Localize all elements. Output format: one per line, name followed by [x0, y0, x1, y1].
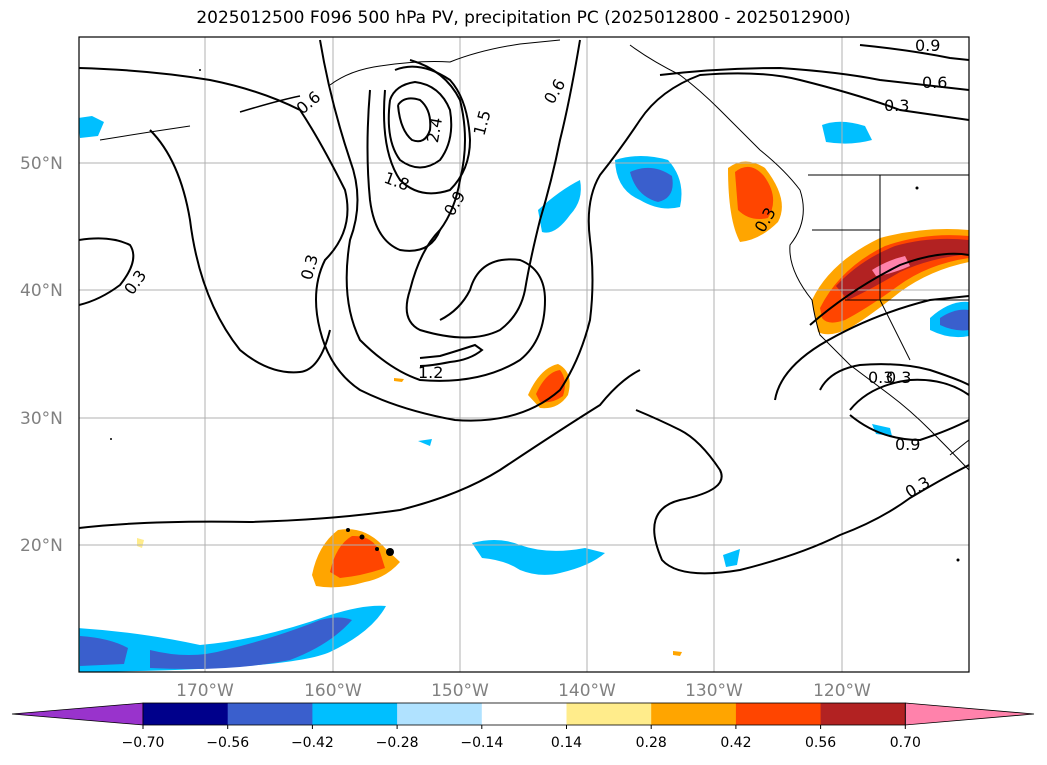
- contour-0.3-north: [149, 129, 331, 374]
- contour-label: 0.3: [120, 266, 150, 298]
- contour-1.5: [383, 65, 472, 195]
- contour-label: 0.9: [895, 435, 920, 454]
- lat-label: 40°N: [20, 281, 63, 301]
- shade-aleutian: [79, 116, 104, 138]
- colorbar-segment: [735, 703, 822, 725]
- contour-label: 1.2: [418, 363, 443, 382]
- colorbar-tick-label: 0.14: [551, 735, 582, 751]
- contour-label: 1.5: [470, 108, 495, 138]
- contour-label: 0.3: [886, 368, 911, 387]
- contour-0.6: [405, 39, 581, 339]
- contour-label: 0.9: [915, 36, 940, 55]
- shade-mid-small: [418, 439, 432, 446]
- positive-precip-shading: [137, 161, 969, 656]
- shade-subtropic-east: [472, 539, 605, 575]
- colorbar-tick-label: 0.28: [636, 735, 667, 751]
- contour-1.2-center: [419, 343, 484, 367]
- colorbar-tick-label: −0.70: [122, 735, 165, 751]
- shade-offshore-small: [723, 549, 740, 567]
- colorbar-tick-label: 0.56: [805, 735, 836, 751]
- contour-label: 2.4: [423, 116, 446, 144]
- shade-pnw-band-dark: [836, 238, 969, 300]
- shade-gulf-alaska: [822, 121, 872, 144]
- contour-1.2-left: [319, 39, 547, 382]
- colorbar-segment: [227, 703, 313, 725]
- contour-label: 0.6: [540, 76, 569, 108]
- shade-small-orange2: [394, 378, 404, 382]
- lon-label: 120°W: [813, 681, 871, 701]
- contour-0.3-loop: [635, 409, 969, 575]
- lon-label: 170°W: [176, 681, 234, 701]
- contour-1.8: [387, 80, 453, 169]
- contour-label: 0.6: [293, 87, 325, 118]
- contour-baja2: [849, 378, 969, 411]
- colorbar-extend-low: [11, 702, 144, 726]
- shade-subtrop-center-inner: [536, 370, 565, 403]
- lon-label: 150°W: [431, 681, 489, 701]
- contour-0.9: [366, 89, 441, 252]
- shade-hawaii-inner: [330, 535, 385, 578]
- coastlines: [99, 39, 969, 471]
- longitude-labels: 170°W 160°W 150°W 140°W 130°W 120°W: [176, 681, 871, 701]
- colorbar-extend-high: [904, 702, 1035, 726]
- shade-north-pacific-core: [630, 167, 673, 202]
- colorbar-segment: [566, 703, 652, 725]
- lon-label: 140°W: [558, 681, 616, 701]
- shade-pnw-band-pink: [872, 256, 910, 276]
- latitude-labels: 50°N 40°N 30°N 20°N: [20, 154, 63, 556]
- lon-label: 130°W: [685, 681, 743, 701]
- contour-baja3: [849, 414, 969, 442]
- shade-mid-pacific: [538, 180, 581, 233]
- contour-0.3-west2: [79, 237, 135, 306]
- negative-precip-shading: [79, 116, 969, 672]
- lat-label: 50°N: [20, 154, 63, 174]
- colorbar: −0.70 −0.56 −0.42 −0.28 −0.14 0.14 0.28 0.42 0.5…: [11, 702, 1035, 751]
- graticule: [79, 37, 969, 672]
- shade-small-yellow: [137, 538, 144, 548]
- colorbar-tick-label: 0.42: [720, 735, 751, 751]
- map-canvas: 0.9 0.6 0.3 1.5 0.6 2.4 1.8 0.9 0.3 0.3 …: [79, 36, 969, 672]
- contour-north-east: [659, 66, 969, 91]
- colorbar-outline: [142, 702, 906, 726]
- colorbar-tick-label: −0.28: [376, 735, 419, 751]
- lat-label: 20°N: [20, 536, 63, 556]
- shade-bc-coast-inner: [735, 166, 774, 219]
- colorbar-tick-label: −0.42: [291, 735, 334, 751]
- contour-north-east2: [859, 44, 969, 61]
- contour-label: 0.3: [902, 472, 934, 501]
- contour-label: 1.8: [382, 168, 412, 195]
- map-frame: [78, 36, 970, 673]
- contour-label: 0.3: [884, 96, 909, 115]
- colorbar-tick-label: −0.56: [206, 735, 249, 751]
- shade-great-basin-core: [940, 309, 969, 331]
- colorbar-segment: [143, 703, 229, 725]
- colorbar-segment: [397, 703, 483, 725]
- contour-0.3-south: [79, 369, 641, 529]
- colorbar-tick-label: −0.14: [460, 735, 503, 751]
- islands: [110, 69, 960, 562]
- contour-pnw2: [774, 295, 969, 401]
- colorbar-segment: [820, 703, 906, 725]
- lon-label: 160°W: [304, 681, 362, 701]
- map-title: 2025012500 F096 500 hPa PV, precipitatio…: [196, 8, 851, 28]
- shade-baja: [872, 424, 892, 436]
- contour-pnw: [809, 252, 969, 326]
- contour-label: 0.3: [868, 368, 893, 387]
- colorbar-segment: [651, 703, 737, 725]
- contour-label: 0.6: [922, 73, 947, 92]
- pv-contours: [79, 39, 969, 575]
- contour-baja: [819, 363, 969, 391]
- contour-0.3-west: [79, 67, 969, 422]
- shade-tropical-band-core: [80, 617, 352, 669]
- contour-2.4: [397, 97, 432, 143]
- colorbar-segment: [481, 703, 567, 725]
- lat-label: 30°N: [20, 409, 63, 429]
- shade-small-orange: [673, 651, 682, 656]
- colorbar-tick-label: 0.70: [890, 735, 921, 751]
- colorbar-segment: [312, 703, 398, 725]
